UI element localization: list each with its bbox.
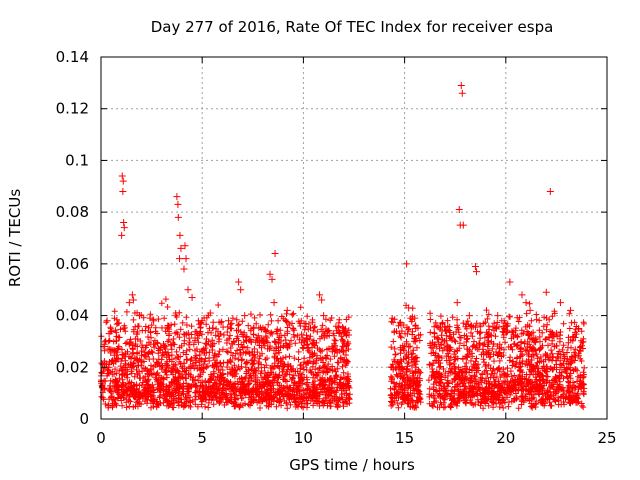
data-point	[241, 312, 249, 320]
y-tick-label: 0.08	[56, 203, 89, 221]
data-point	[455, 206, 463, 214]
data-point	[403, 260, 411, 268]
data-point	[225, 317, 233, 325]
roti-scatter-cloud	[98, 296, 588, 412]
data-points	[98, 81, 588, 412]
y-tick-label: 0.02	[56, 358, 89, 376]
data-point	[522, 299, 530, 307]
data-point	[266, 270, 274, 278]
data-point	[471, 262, 479, 270]
data-point	[105, 330, 113, 338]
data-point	[173, 193, 181, 201]
axis-ticks	[100, 56, 608, 420]
data-point	[271, 250, 279, 258]
data-point	[188, 293, 196, 301]
data-point	[546, 187, 554, 195]
chart-title: Day 277 of 2016, Rate Of TEC Index for r…	[151, 18, 554, 36]
data-point	[184, 286, 192, 294]
data-point	[526, 306, 534, 314]
x-tick-label: 5	[197, 429, 207, 447]
data-point	[206, 309, 214, 317]
data-point	[182, 255, 190, 263]
data-point	[120, 218, 128, 226]
x-tick-label: 25	[597, 429, 616, 447]
x-tick-label: 0	[96, 429, 106, 447]
data-point	[176, 255, 184, 263]
data-point	[129, 296, 137, 304]
data-point	[103, 317, 111, 325]
data-point	[104, 345, 112, 353]
data-point	[270, 299, 278, 307]
data-point	[459, 221, 467, 229]
data-point	[118, 231, 126, 239]
data-point	[181, 242, 189, 250]
data-point	[235, 278, 243, 286]
data-point	[457, 81, 465, 89]
data-point	[575, 325, 583, 332]
data-point	[518, 291, 526, 299]
x-axis-title: GPS time / hours	[289, 456, 415, 474]
y-tick-label: 0.04	[56, 307, 89, 325]
data-point	[567, 306, 575, 314]
data-point	[174, 200, 182, 208]
x-tick-label: 15	[395, 429, 414, 447]
data-point	[494, 312, 502, 320]
data-point	[118, 172, 126, 180]
y-tick-labels: 0 0.02 0.04 0.06 0.08 0.1 0.12 0.14	[56, 48, 89, 428]
data-point	[237, 286, 245, 294]
y-tick-label: 0.12	[56, 100, 89, 118]
data-point	[316, 291, 324, 299]
y-tick-label: 0	[79, 410, 89, 428]
data-point	[198, 317, 206, 325]
data-point	[405, 304, 413, 312]
y-tick-label: 0.1	[65, 151, 89, 169]
data-point	[164, 322, 172, 330]
data-point	[465, 312, 473, 320]
data-point	[177, 244, 185, 252]
data-point	[120, 224, 128, 232]
data-point	[412, 325, 420, 332]
y-tick-label: 0.14	[56, 48, 89, 66]
data-point	[320, 312, 328, 320]
data-point	[542, 288, 550, 296]
data-point	[556, 299, 564, 307]
x-tick-label: 10	[294, 429, 313, 447]
x-tick-label: 20	[496, 429, 515, 447]
data-point	[458, 89, 466, 97]
data-point	[472, 268, 480, 276]
data-point	[318, 296, 326, 304]
data-point	[506, 278, 514, 286]
y-tick-label: 0.06	[56, 255, 89, 273]
plot-frame	[100, 56, 608, 420]
data-point	[433, 322, 441, 330]
data-point	[180, 265, 188, 273]
data-point	[150, 317, 158, 325]
data-point	[411, 314, 419, 322]
data-point	[128, 291, 136, 299]
data-point	[268, 275, 276, 283]
data-point	[453, 299, 461, 307]
data-point	[283, 306, 291, 314]
data-point	[119, 177, 127, 185]
x-tick-labels: 0 5 10 15 20 25	[96, 429, 616, 447]
data-point	[176, 231, 184, 239]
data-point	[174, 213, 182, 221]
gridlines	[101, 57, 607, 419]
y-axis-title: ROTI / TECUs	[6, 189, 24, 287]
data-point	[135, 312, 143, 320]
data-point	[119, 187, 127, 195]
data-point	[125, 299, 133, 307]
